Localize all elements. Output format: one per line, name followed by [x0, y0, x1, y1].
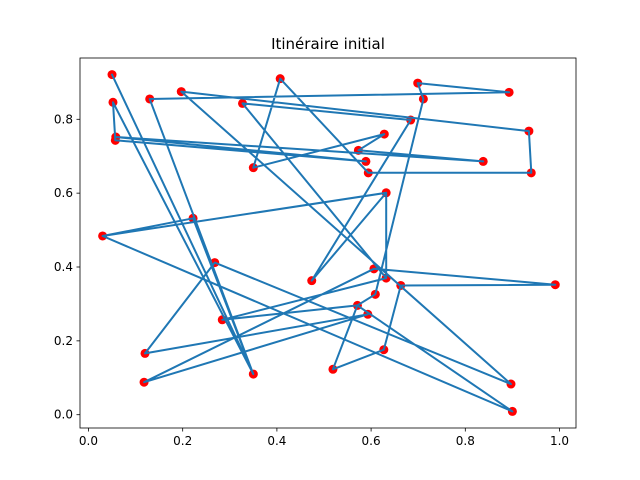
route-line: [101, 73, 557, 413]
y-tick-label: 0.2: [54, 334, 73, 348]
x-tick-label: 0.0: [79, 434, 98, 448]
chart-title: Itinéraire initial: [271, 35, 385, 53]
plot-frame: [79, 57, 577, 429]
route-series: [101, 73, 557, 413]
city-points: [98, 70, 560, 416]
y-axis: 0.0 0.2 0.4 0.6 0.8: [54, 112, 80, 422]
y-tick-label: 0.8: [54, 112, 73, 126]
x-tick-label: 1.0: [550, 434, 569, 448]
y-tick-label: 0.4: [54, 260, 73, 274]
y-tick-label: 0.6: [54, 186, 73, 200]
x-tick-label: 0.6: [362, 434, 381, 448]
x-tick-label: 0.2: [173, 434, 192, 448]
y-tick-label: 0.0: [54, 408, 73, 422]
x-tick-label: 0.8: [456, 434, 475, 448]
x-tick-label: 0.4: [267, 434, 286, 448]
x-axis: 0.0 0.2 0.4 0.6 0.8 1.0: [79, 428, 569, 448]
